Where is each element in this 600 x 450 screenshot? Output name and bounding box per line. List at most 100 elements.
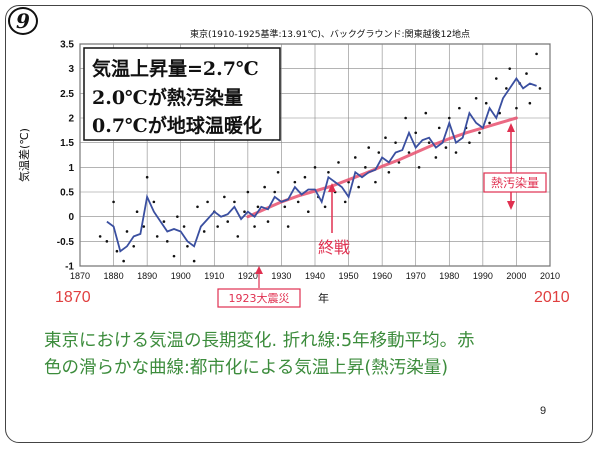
annual-point — [172, 254, 176, 258]
annual-point — [488, 121, 491, 125]
y-tick-2: 2 — [68, 114, 74, 125]
x-tick-1870: 1870 — [70, 271, 90, 281]
x-tick-1950: 1950 — [339, 271, 359, 281]
x-tick-1940: 1940 — [305, 271, 325, 281]
x-tick-1990: 1990 — [473, 271, 493, 281]
annual-point — [468, 141, 471, 144]
earthquake-arrow-head — [255, 266, 263, 274]
x-tick-1900: 1900 — [171, 271, 191, 281]
annual-point — [424, 111, 428, 115]
x-tick-1920: 1920 — [238, 271, 258, 281]
annual-point — [226, 220, 230, 223]
annual-point — [273, 190, 277, 194]
moving-average-line — [106, 76, 537, 253]
annual-point — [434, 156, 438, 159]
annual-point — [327, 170, 330, 174]
annual-point — [367, 146, 371, 149]
annual-point — [478, 131, 481, 135]
x-tick-1970: 1970 — [406, 271, 426, 281]
annual-point — [407, 151, 411, 154]
slide-number-badge: 9 — [8, 7, 38, 35]
heat-pollution-arrow-top — [507, 123, 515, 132]
annual-point — [223, 195, 226, 199]
y-tick-0.5: 0.5 — [60, 188, 74, 199]
war-end-arrow-head — [328, 183, 336, 192]
caption-line-2: 色の滑らかな曲線:都市化による気温上昇(熱汚染量) — [44, 358, 449, 378]
heat-pollution-arrow-bottom — [507, 201, 515, 210]
annual-point — [447, 116, 451, 120]
annual-point — [276, 170, 280, 174]
annual-point — [508, 67, 512, 70]
x-tick-1890: 1890 — [137, 271, 157, 281]
annual-point — [394, 141, 397, 144]
annual-point — [142, 225, 146, 228]
annual-point — [112, 200, 115, 204]
page-number: 9 — [540, 405, 547, 417]
annual-point — [525, 72, 528, 75]
annual-point — [162, 220, 166, 223]
annual-point — [323, 205, 327, 209]
annual-point — [186, 244, 189, 248]
info-box-line-1: 気温上昇量=2.7℃ — [92, 57, 259, 80]
annual-point — [155, 235, 159, 238]
x-range-end-label: 2010 — [534, 289, 570, 306]
annual-point — [293, 180, 297, 184]
annual-point — [458, 106, 461, 110]
annual-point — [266, 220, 270, 223]
annual-point — [256, 205, 260, 209]
annual-point — [246, 190, 250, 194]
annual-point — [444, 146, 448, 149]
war-end-label: 終戦 — [318, 238, 350, 257]
annual-point — [397, 161, 401, 164]
annual-point — [202, 230, 206, 233]
annual-point — [98, 235, 102, 238]
y-tick-labels: -1 -0.5 0 0.5 1 1.5 2 2.5 3 3.5 — [57, 40, 75, 273]
annual-point — [182, 225, 186, 228]
urban-heat-curve — [246, 116, 518, 219]
annual-point — [505, 87, 508, 90]
caption-line-1: 東京における気温の長期変化. 折れ線:5年移動平均。赤 — [44, 331, 475, 351]
annual-point — [387, 170, 391, 174]
slide-frame — [5, 5, 593, 443]
y-tick-1: 1 — [68, 163, 74, 174]
y-tick-1.5: 1.5 — [60, 138, 74, 149]
annual-point — [196, 205, 199, 209]
annual-point — [535, 52, 538, 56]
chart-title: 東京(1910-1925基準:13.91℃)、バックグラウンド:関東越後12地点 — [190, 28, 470, 40]
y-tick-2.5: 2.5 — [60, 89, 74, 100]
x-tick-1880: 1880 — [104, 271, 124, 281]
earthquake-label-box — [217, 288, 301, 308]
annual-point — [384, 136, 387, 140]
annual-point — [236, 235, 240, 238]
annual-point — [528, 101, 532, 105]
y-tick--0.5: -0.5 — [57, 237, 75, 248]
x-tick-labels: 1870 1880 1890 1900 1910 1920 1930 1940 1950 1960… — [70, 271, 560, 281]
annual-point — [417, 166, 421, 169]
annual-point — [437, 126, 441, 130]
heat-pollution-label-box — [483, 172, 547, 193]
info-box-line-2: 2.0℃が熱汚染量 — [92, 86, 243, 109]
annual-point — [105, 240, 109, 243]
x-tick-2000: 2000 — [506, 271, 526, 281]
annual-point — [377, 151, 381, 154]
annual-point — [253, 225, 256, 228]
annual-point — [303, 175, 307, 179]
annual-point — [538, 87, 542, 90]
annual-point — [454, 151, 458, 154]
annual-point — [176, 215, 179, 218]
info-box-line-3: 0.7℃が地球温暖化 — [92, 114, 262, 137]
annual-point — [427, 141, 431, 144]
annual-point — [115, 249, 119, 253]
annual-point — [122, 259, 125, 263]
annual-point — [233, 200, 236, 204]
y-tick--1: -1 — [65, 262, 74, 273]
x-tick-2010: 2010 — [540, 271, 560, 281]
y-tick-0: 0 — [68, 212, 74, 223]
annual-point — [313, 166, 317, 169]
annual-point — [494, 77, 498, 80]
annual-point — [216, 225, 219, 228]
y-axis-label: 気温差(℃) — [17, 128, 31, 182]
earthquake-label: 1923大震災 — [229, 291, 290, 305]
caption: 東京における気温の長期変化. 折れ線:5年移動平均。赤 色の滑らかな曲線:都市化… — [44, 328, 564, 382]
